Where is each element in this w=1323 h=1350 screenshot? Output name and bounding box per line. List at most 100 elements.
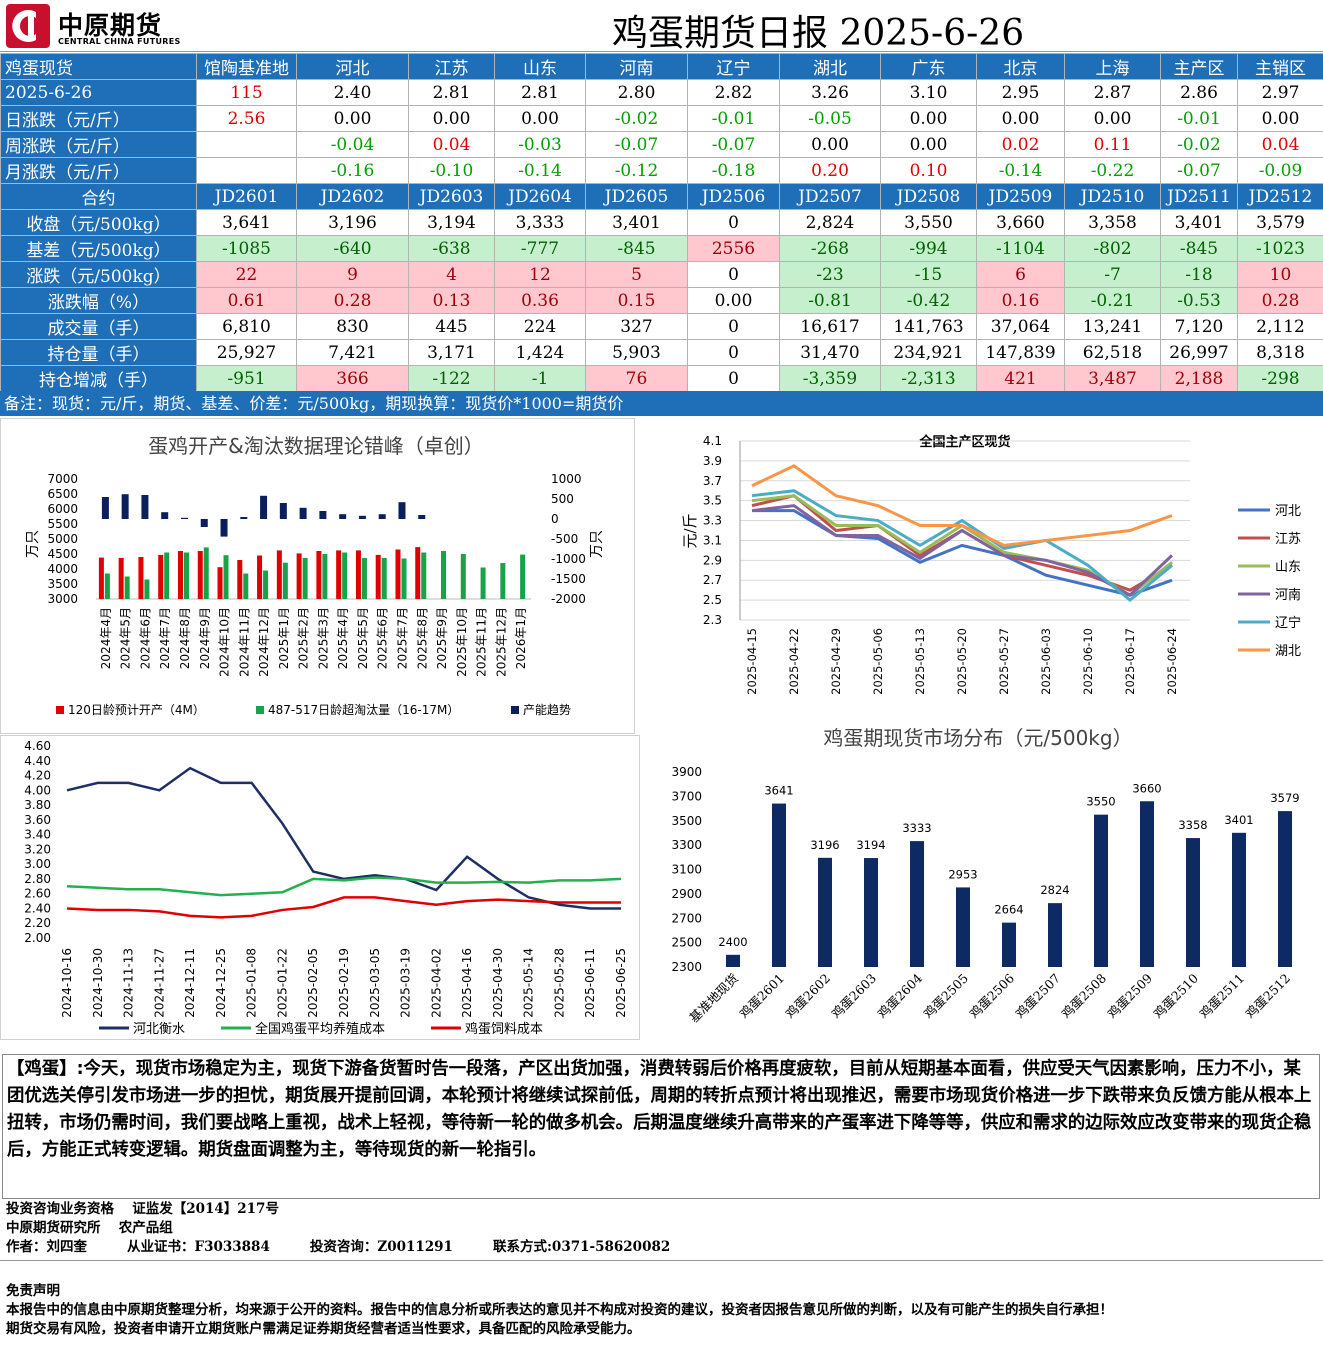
category-label: 2024年6月 — [138, 607, 152, 669]
bar — [164, 552, 170, 599]
legend-label: 山东 — [1275, 560, 1301, 575]
table-cell: 3,194 — [408, 209, 495, 236]
table-cell: 0.00 — [880, 131, 977, 158]
table-cell: -0.07 — [687, 131, 780, 158]
bar — [441, 551, 447, 599]
category-label: 2025-06-11 — [583, 948, 597, 1018]
data-label: 2664 — [994, 903, 1023, 917]
table-cell: -122 — [408, 365, 495, 392]
table-cell: 7,421 — [296, 339, 409, 366]
category-label: 2024年10月 — [218, 607, 232, 677]
bar — [395, 549, 401, 599]
category-label: 2025-01-08 — [245, 948, 259, 1018]
bar — [864, 858, 878, 967]
table-cell: 0.00 — [880, 105, 977, 132]
bar — [1002, 922, 1016, 967]
disclaimer-line: 期货交易有风险，投资者申请开立期货账户需满足证券期货经营者适当性要求，具备匹配的… — [6, 1321, 641, 1337]
column-header: 河南 — [585, 53, 688, 80]
axis-tick-label: 4.20 — [24, 769, 51, 783]
bar — [818, 857, 832, 967]
category-label: 2025-05-20 — [955, 628, 969, 695]
table-cell: -0.09 — [1237, 157, 1323, 184]
disclaimer-title: 免责声明 — [6, 1283, 60, 1299]
table-cell — [196, 157, 297, 184]
table-cell: -994 — [880, 235, 977, 262]
legend-label: 120日龄预计开产（4M） — [68, 703, 205, 717]
data-label: 3641 — [764, 784, 793, 798]
axis-tick-label: 3.5 — [703, 494, 722, 508]
row-label: 涨跌（元/500kg） — [0, 261, 197, 288]
table-cell: 445 — [408, 313, 495, 340]
table-cell: 0.16 — [976, 287, 1065, 314]
company-name: 中原期货 — [58, 11, 163, 40]
column-header: JD2602 — [296, 183, 409, 210]
column-header: JD2605 — [585, 183, 688, 210]
axis-label: 万只 — [25, 530, 41, 558]
table-cell: -0.42 — [880, 287, 977, 314]
category-label: 鸡蛋2602 — [782, 971, 833, 1022]
bar — [956, 887, 970, 967]
table-cell: 0.00 — [687, 287, 780, 314]
table-cell: 0.04 — [408, 131, 495, 158]
bar — [200, 519, 208, 527]
table-cell: 2.87 — [1064, 79, 1161, 106]
table-cell: 2.95 — [976, 79, 1065, 106]
legend-label: 湖北 — [1275, 644, 1301, 659]
chart-title: 全国主产区现货 — [918, 434, 1010, 450]
bar — [401, 558, 407, 599]
bar — [243, 573, 249, 599]
column-header: 辽宁 — [687, 53, 780, 80]
table-cell: 6 — [976, 261, 1065, 288]
category-label: 2025-06-24 — [1165, 628, 1179, 695]
table-cell: 3,401 — [1160, 209, 1238, 236]
category-label: 2024年8月 — [178, 607, 192, 669]
table-cell: 26,997 — [1160, 339, 1238, 366]
table-row: 持仓增减（手） -951 366 -122 -1 76 0 -3,359 -2,313 421 3,… — [0, 365, 1323, 392]
table-cell: -298 — [1237, 365, 1323, 392]
axis-tick-label: 3.80 — [24, 798, 51, 812]
table-cell: 0.04 — [1237, 131, 1323, 158]
table-cell — [196, 131, 297, 158]
category-label: 2025年8月 — [415, 607, 429, 669]
category-label: 2025-04-02 — [429, 948, 443, 1018]
axis-tick-label: 2.3 — [703, 613, 722, 627]
table-cell: 0 — [687, 261, 780, 288]
column-header: JD2508 — [880, 183, 977, 210]
table-cell: 0.28 — [1237, 287, 1323, 314]
table-cell: 4 — [408, 261, 495, 288]
table-cell: 3,333 — [494, 209, 586, 236]
legend-swatch — [256, 706, 264, 714]
table-row: 合约 JD2601 JD2602 JD2603 JD2604 JD2605 JD2506 JD… — [0, 183, 1323, 210]
bar — [339, 514, 347, 519]
row-label: 2025-6-26 — [0, 79, 197, 106]
table-cell: 2.86 — [1160, 79, 1238, 106]
table-cell: -0.01 — [1160, 105, 1238, 132]
axis-tick-label: 3.60 — [24, 813, 51, 827]
series-line — [751, 464, 1173, 547]
category-label: 2025-03-05 — [368, 948, 382, 1018]
table-row: 涨跌（元/500kg） 22 9 4 12 5 0 -23 -15 6 -7 -18 10 — [0, 261, 1323, 288]
axis-tick-label: 3.40 — [24, 828, 51, 842]
bar — [1186, 838, 1200, 967]
table-cell: 2556 — [687, 235, 780, 262]
axis-tick-label: 4.1 — [703, 434, 722, 448]
table-cell: 3,196 — [296, 209, 409, 236]
author: 作者：刘四奎 — [6, 1239, 87, 1255]
bar — [240, 517, 248, 519]
legend-label: 江苏 — [1275, 531, 1301, 547]
axis-tick-label: 3100 — [671, 863, 702, 877]
axis-tick-label: 2900 — [671, 887, 702, 901]
axis-tick-label: 6000 — [47, 502, 78, 516]
category-label: 2025年10月 — [455, 607, 469, 677]
table-cell: -845 — [585, 235, 688, 262]
bar — [279, 503, 287, 519]
table-cell: -802 — [1064, 235, 1161, 262]
category-label: 2025-01-22 — [275, 948, 289, 1018]
series-line — [66, 896, 621, 919]
bar — [141, 495, 149, 519]
row-label: 涨跌幅（%） — [0, 287, 197, 314]
bar — [418, 515, 426, 519]
table-cell: -638 — [408, 235, 495, 262]
table-cell: 224 — [494, 313, 586, 340]
bar — [299, 507, 307, 519]
